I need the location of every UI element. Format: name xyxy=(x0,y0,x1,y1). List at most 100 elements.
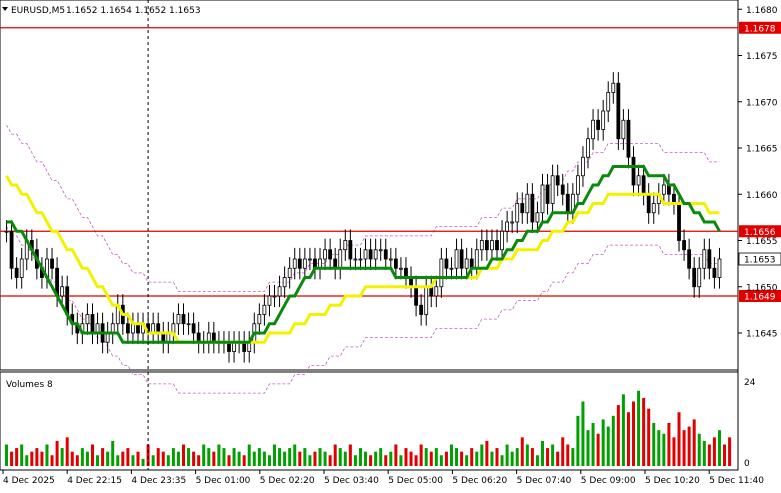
resistance-1656-tag xyxy=(739,225,781,238)
candle-body xyxy=(267,295,272,306)
volume-bar xyxy=(267,455,271,466)
resistance-1678-label: 1.1678 xyxy=(744,24,776,34)
candle-body xyxy=(439,258,444,288)
candle-body xyxy=(393,258,398,269)
volume-bar xyxy=(369,455,373,466)
volume-bar xyxy=(25,455,29,466)
candle-body xyxy=(530,193,535,223)
candle-body xyxy=(520,203,525,214)
volume-bar xyxy=(328,455,332,466)
volume-bar xyxy=(429,451,433,466)
candle-body xyxy=(297,258,302,269)
candle-body xyxy=(495,240,499,251)
volume-bar xyxy=(586,430,590,466)
envelope-bands xyxy=(6,124,720,394)
horizontal-levels[interactable]: 1.1678 1.1656 1.1649 1.1653 xyxy=(0,21,781,303)
volume-bar xyxy=(566,444,570,466)
candle-body xyxy=(500,230,504,251)
volume-bar xyxy=(323,451,327,466)
candle-body xyxy=(287,267,292,278)
price-tick-label: 1.1660 xyxy=(746,191,778,201)
candle-body xyxy=(358,258,363,261)
time-axis[interactable]: 4 Dec 2025 4 Dec 22:15 4 Dec 23:35 5 Dec 01… xyxy=(2,470,764,486)
volume-bar xyxy=(65,437,69,466)
volume-bar xyxy=(80,448,84,466)
volume-bar xyxy=(141,458,145,466)
time-tick-label: 4 Dec 23:35 xyxy=(131,476,186,486)
volume-bar xyxy=(30,451,34,466)
volume-bar xyxy=(652,423,656,466)
volume-bar xyxy=(561,437,565,466)
candle-body xyxy=(555,175,560,186)
volume-bar xyxy=(667,423,671,466)
candle-body xyxy=(651,203,656,214)
time-tick-label: 4 Dec 22:15 xyxy=(67,476,122,486)
price-axis[interactable]: 1.16801.16751.16701.16651.16601.16551.16… xyxy=(738,6,778,340)
volume-bar xyxy=(470,448,474,466)
candle-body xyxy=(323,249,327,260)
dropdown-triangle-icon[interactable] xyxy=(2,7,8,11)
volume-bar xyxy=(151,455,155,466)
volume-bar xyxy=(530,448,534,466)
volume-bar xyxy=(96,455,100,466)
candle-body xyxy=(641,175,646,195)
volume-bar xyxy=(20,444,24,466)
volume-bar xyxy=(45,444,49,466)
ohlc-values: 1.1652 1.1654 1.1652 1.1653 xyxy=(66,6,201,16)
volume-tick-label: 0 xyxy=(744,459,750,469)
moving-averages xyxy=(5,165,721,344)
upper-band xyxy=(6,124,720,292)
volume-bar xyxy=(308,455,312,466)
volume-bar xyxy=(303,448,307,466)
candle-body xyxy=(565,193,570,214)
volume-bar xyxy=(596,433,600,466)
candle-body xyxy=(454,249,459,269)
candle-body xyxy=(4,230,9,233)
volume-bar xyxy=(460,451,464,466)
volume-bar xyxy=(273,444,277,466)
candle-body xyxy=(414,286,418,306)
candle-body xyxy=(338,249,343,269)
volume-bar xyxy=(348,444,352,466)
candle-body xyxy=(125,323,130,334)
candle-body xyxy=(707,249,712,269)
volume-bar xyxy=(252,451,256,466)
volume-bar xyxy=(434,448,438,466)
volume-bar xyxy=(576,415,580,466)
volume-bar xyxy=(343,451,347,466)
volume-bar xyxy=(687,426,691,466)
volume-bar xyxy=(541,440,544,466)
candle-body xyxy=(474,249,479,269)
candle-body xyxy=(631,156,636,186)
volume-bar xyxy=(409,451,413,466)
volume-bar xyxy=(237,451,241,466)
volume-bar xyxy=(571,448,575,466)
current-price-label: 1.1653 xyxy=(744,256,776,266)
price-tick-label: 1.1665 xyxy=(746,145,778,155)
volume-bar xyxy=(591,423,595,466)
volume-bar xyxy=(419,444,423,466)
volume-bar xyxy=(217,444,221,466)
candle-body xyxy=(399,267,403,270)
price-panel[interactable] xyxy=(0,0,739,371)
volume-bar xyxy=(176,451,180,466)
volume-bar xyxy=(10,451,14,466)
volume-bar xyxy=(621,394,625,466)
time-tick-label: 5 Dec 05:00 xyxy=(388,476,443,486)
candle-body xyxy=(712,267,717,278)
volume-bar xyxy=(60,448,64,466)
candle-body xyxy=(348,240,353,260)
volume-bar xyxy=(485,440,489,466)
symbol-label: EURUSD,M5 xyxy=(11,6,65,16)
volume-bar xyxy=(505,444,509,466)
volume-bar xyxy=(161,451,165,466)
volume-bar xyxy=(278,448,282,466)
time-tick-label: 5 Dec 06:20 xyxy=(452,476,507,486)
volume-bar xyxy=(338,448,342,466)
volume-bar xyxy=(626,412,630,466)
candle-body xyxy=(353,258,358,261)
volume-bar xyxy=(293,444,297,466)
candle-body xyxy=(60,286,65,297)
price-tick-label: 1.1650 xyxy=(746,283,778,293)
